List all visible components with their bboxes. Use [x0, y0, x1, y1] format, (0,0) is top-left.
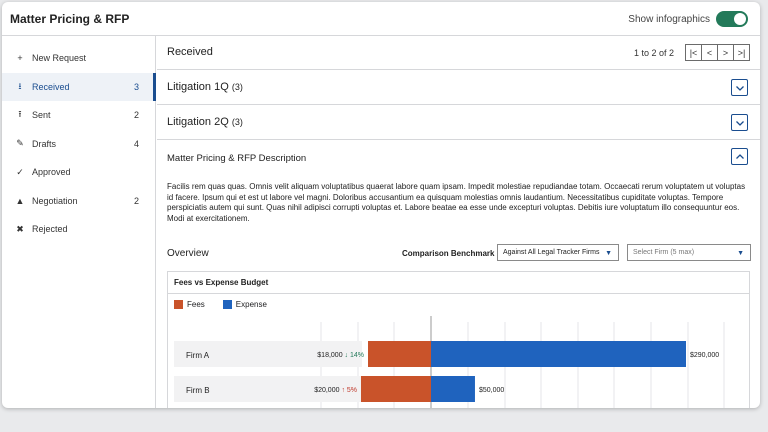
sidebar-item-rejected[interactable]: ✖ Rejected	[2, 215, 155, 244]
app-title: Matter Pricing & RFP	[10, 12, 130, 26]
row-label-bg	[174, 341, 362, 367]
expense-bar	[431, 376, 475, 402]
sidebar-item-count: 2	[133, 195, 139, 206]
sidebar-item-new-request[interactable]: + New Request	[2, 44, 155, 73]
sidebar-item-count: 4	[133, 138, 139, 149]
legend-label-fees: Fees	[187, 300, 205, 309]
legend-label-expense: Expense	[235, 300, 267, 309]
sidebar-item-label: Sent	[32, 110, 51, 121]
sidebar-item-count: 2	[133, 110, 139, 121]
fees-bar	[368, 341, 431, 367]
expense-value-label: $50,000	[479, 387, 504, 394]
warning-icon: ▲	[15, 195, 25, 206]
app-window: Matter Pricing & RFP Show infographics +…	[2, 2, 760, 408]
check-icon: ✓	[16, 166, 24, 177]
sidebar-item-label: Negotiation	[32, 195, 78, 206]
chevron-down-icon	[735, 120, 744, 126]
section-count: (3)	[231, 117, 243, 127]
infographics-label: Show infographics	[628, 13, 710, 25]
main-panel: Received 1 to 2 of 2 |< < > >| Litigatio…	[157, 36, 760, 408]
sidebar-item-label: New Request	[32, 53, 87, 64]
description-title: Matter Pricing & RFP Description	[167, 153, 307, 164]
firm-select[interactable]: Select Firm (5 max) ▼	[627, 244, 751, 261]
legend-swatch-fees	[174, 300, 183, 309]
sidebar-item-sent[interactable]: ⭱ Sent 2	[2, 101, 155, 130]
chart-panel: Fees vs Expense Budget Fees Expense Firm…	[167, 271, 750, 408]
description-text: Facilis rem quas quas. Omnis velit aliqu…	[167, 182, 746, 223]
collapse-button[interactable]	[731, 148, 748, 165]
sidebar: + New Request ⭳ Received 3 ⭱ Sent 2 ✎ Dr…	[2, 36, 156, 408]
caret-down-icon: ▼	[737, 250, 744, 257]
section-name: Litigation 1Q	[167, 81, 229, 93]
fees-value-label: $18,000 ↓ 14%	[317, 352, 364, 359]
sidebar-item-count: 3	[133, 81, 139, 92]
sidebar-item-label: Rejected	[32, 224, 68, 235]
inbox-icon: ⭳	[18, 80, 22, 91]
sidebar-item-drafts[interactable]: ✎ Drafts 4	[2, 130, 155, 159]
expense-bar	[431, 341, 686, 367]
pager-text: 1 to 2 of 2	[633, 48, 674, 58]
section-litigation-1q[interactable]: Litigation 1Q (3)	[157, 70, 760, 105]
benchmark-value: Against All Legal Tracker Firms	[503, 249, 600, 256]
expand-button[interactable]	[731, 79, 748, 96]
expense-value-label: $290,000	[690, 352, 719, 359]
sidebar-item-negotiation[interactable]: ▲ Negotiation 2	[2, 187, 155, 216]
sidebar-item-received[interactable]: ⭳ Received 3	[2, 72, 156, 101]
expand-button[interactable]	[731, 114, 748, 131]
sidebar-item-label: Drafts	[32, 138, 57, 149]
sidebar-item-label: Approved	[32, 167, 71, 178]
benchmark-select[interactable]: Against All Legal Tracker Firms ▼	[497, 244, 619, 261]
infographics-control: Show infographics	[628, 11, 748, 27]
next-page-button[interactable]: >	[717, 44, 734, 61]
chevron-down-icon	[735, 85, 744, 91]
prev-page-button[interactable]: <	[701, 44, 718, 61]
toggle-knob	[734, 13, 746, 25]
section-title: Litigation 1Q (3)	[167, 81, 243, 93]
firm-select-placeholder: Select Firm (5 max)	[633, 249, 695, 256]
main-header: Received 1 to 2 of 2 |< < > >|	[157, 36, 760, 70]
row-label-bg	[174, 376, 362, 402]
caret-down-icon: ▼	[605, 250, 612, 257]
overview-title: Overview	[167, 248, 209, 259]
upload-icon: ⭱	[18, 109, 22, 120]
section-name: Litigation 2Q	[167, 116, 229, 128]
pager: |< < > >|	[685, 44, 750, 61]
title-bar: Matter Pricing & RFP Show infographics	[2, 2, 760, 36]
page-title: Received	[167, 46, 213, 58]
divider	[168, 293, 749, 294]
infographics-toggle[interactable]	[716, 11, 748, 27]
firm-label: Firm A	[186, 351, 210, 360]
chart-title: Fees vs Expense Budget	[174, 278, 269, 287]
legend-swatch-expense	[222, 300, 232, 309]
benchmark-label: Comparison Benchmark	[402, 249, 495, 258]
last-page-button[interactable]: >|	[733, 44, 750, 61]
fees-expense-chart: Firm A $18,000 ↓ 14% $290,000 Firm B $20,000…	[174, 316, 725, 408]
sidebar-item-label: Received	[32, 81, 70, 92]
fees-value-label: $20,000 ↑ 5%	[314, 387, 357, 394]
x-icon: ✖	[16, 223, 24, 234]
pencil-icon: ✎	[16, 138, 24, 149]
chevron-up-icon	[735, 153, 744, 159]
fees-bar	[361, 376, 431, 402]
first-page-button[interactable]: |<	[685, 44, 702, 61]
firm-label: Firm B	[186, 386, 210, 395]
chart-legend: Fees Expense	[174, 300, 267, 309]
sidebar-item-approved[interactable]: ✓ Approved	[2, 158, 155, 187]
section-title: Litigation 2Q (3)	[167, 116, 243, 128]
plus-icon: +	[17, 53, 23, 64]
section-litigation-2q[interactable]: Litigation 2Q (3)	[157, 105, 760, 140]
section-count: (3)	[231, 82, 243, 92]
